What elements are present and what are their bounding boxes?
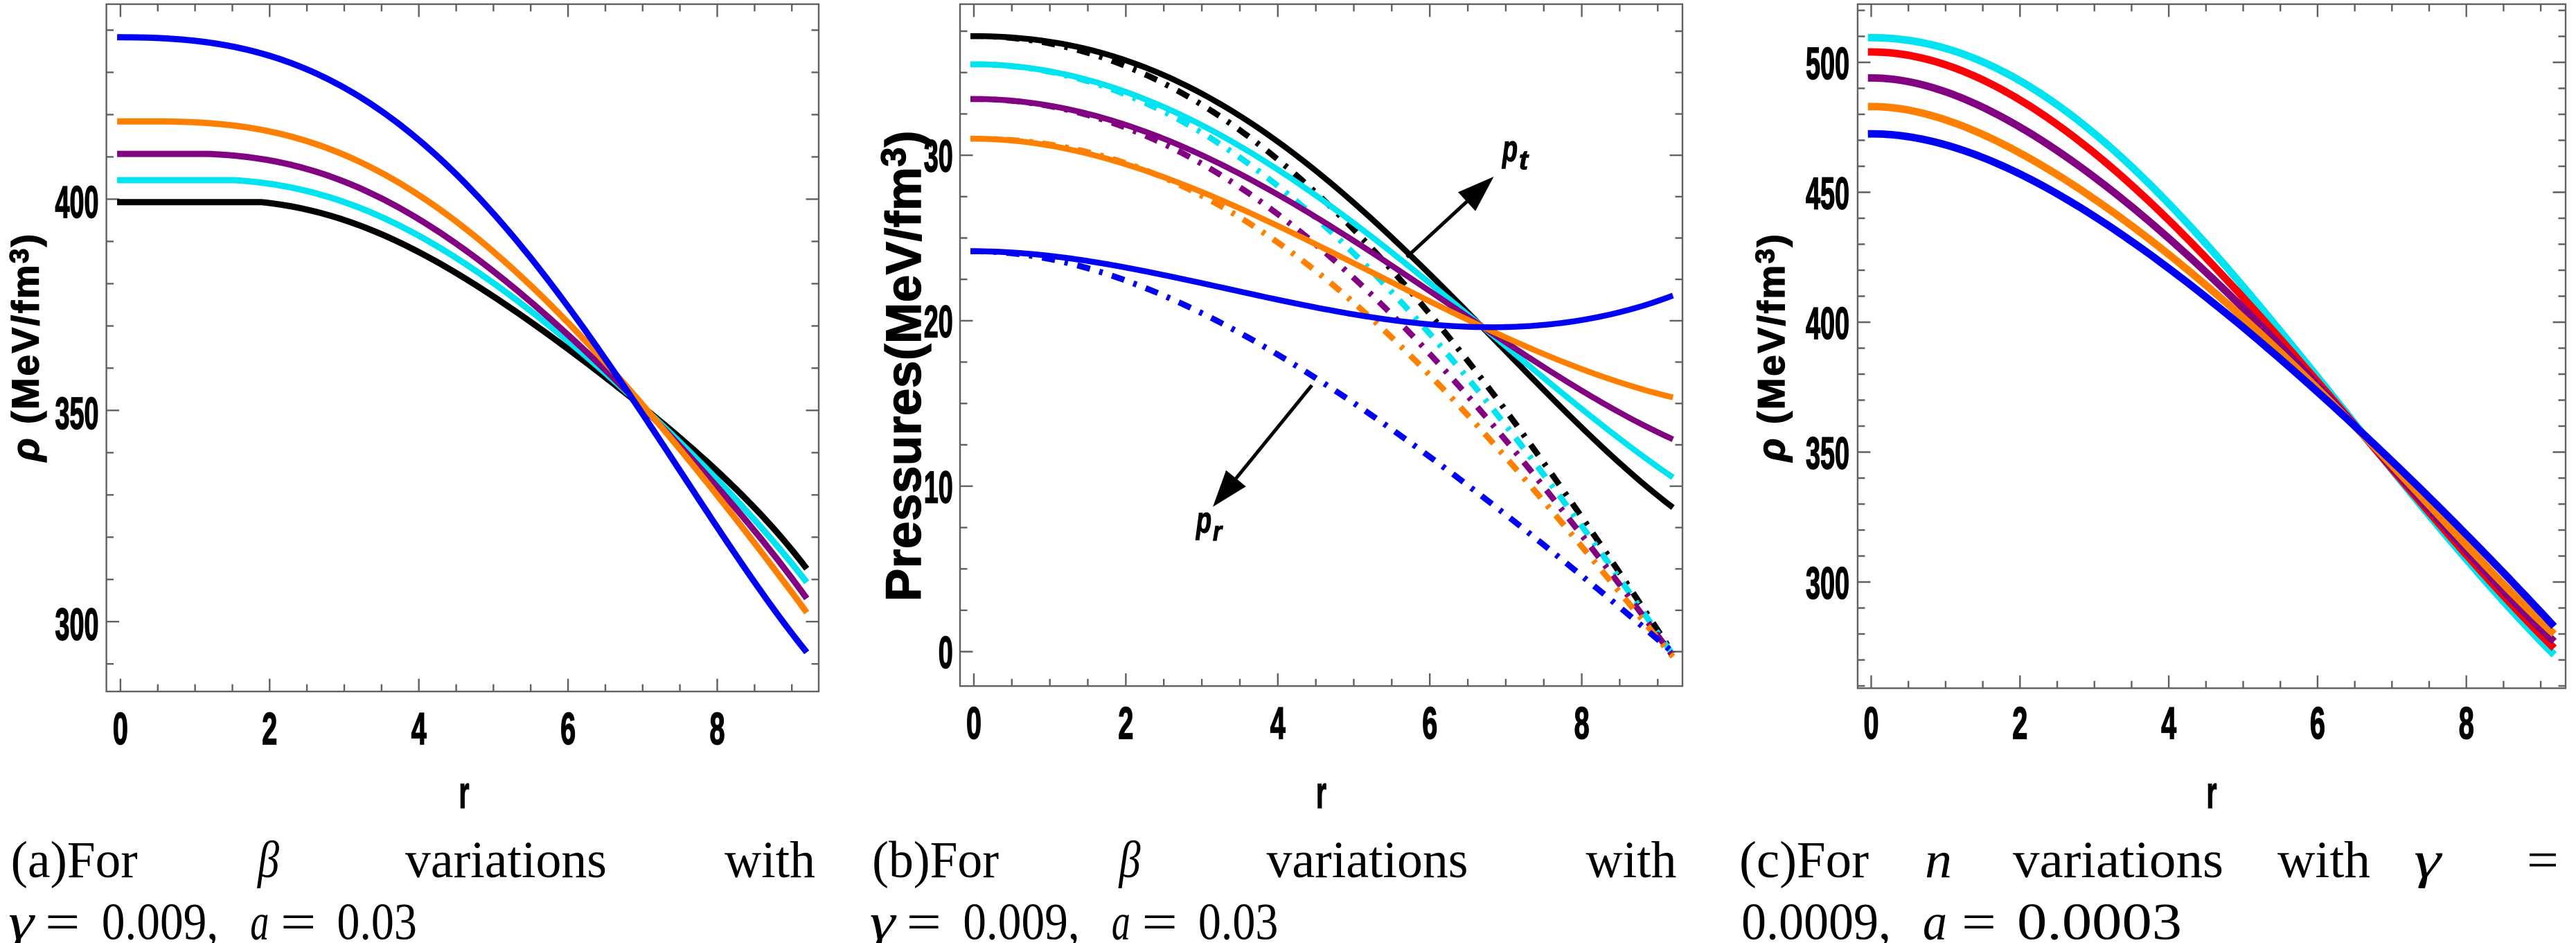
svg-text:r: r <box>2207 767 2217 818</box>
svg-text:variations: variations <box>2013 831 2223 889</box>
svg-text:6: 6 <box>560 703 576 754</box>
svg-text:2: 2 <box>1118 698 1133 748</box>
svg-text:a: a <box>1112 894 1130 943</box>
svg-text:=: = <box>45 894 80 943</box>
svg-text:0.009,: 0.009, <box>963 894 1080 943</box>
svg-text:350: 350 <box>1806 428 1849 479</box>
svg-text:300: 300 <box>55 599 99 650</box>
svg-text:20: 20 <box>924 297 953 347</box>
svg-text:6: 6 <box>1422 698 1437 748</box>
svg-text:=: = <box>281 894 317 943</box>
svg-text:30: 30 <box>924 131 953 182</box>
svg-text:0: 0 <box>966 698 981 748</box>
svg-text:=: = <box>2527 831 2559 889</box>
svg-text:p: p <box>1196 500 1211 540</box>
svg-text:(a)For: (a)For <box>11 831 138 889</box>
svg-text:0.0009,: 0.0009, <box>1741 894 1891 943</box>
svg-text:8: 8 <box>1574 698 1590 748</box>
svg-text:0: 0 <box>113 703 128 754</box>
svg-text:0.0003: 0.0003 <box>2017 894 2182 943</box>
svg-text:variations: variations <box>405 831 607 889</box>
svg-text:0: 0 <box>939 627 953 678</box>
svg-text:t: t <box>1519 146 1529 175</box>
svg-text:n: n <box>1925 831 1952 889</box>
svg-text:500: 500 <box>1806 38 1849 89</box>
svg-text:ρ (MeV/fm3): ρ (MeV/fm3) <box>4 232 47 463</box>
svg-text:0: 0 <box>1864 698 1879 748</box>
svg-text:10: 10 <box>924 461 953 512</box>
svg-text:400: 400 <box>55 177 99 227</box>
svg-text:variations: variations <box>1267 831 1468 889</box>
svg-text:Pressures(MeV/fm3): Pressures(MeV/fm3) <box>874 130 932 601</box>
svg-text:a: a <box>250 894 269 943</box>
svg-text:with: with <box>1586 831 1677 889</box>
svg-text:0.009,: 0.009, <box>102 894 219 943</box>
svg-text:450: 450 <box>1806 168 1849 219</box>
svg-text:γ: γ <box>2414 831 2443 889</box>
svg-text:r: r <box>459 767 470 818</box>
svg-text:with: with <box>2277 831 2370 889</box>
svg-text:400: 400 <box>1806 298 1849 349</box>
svg-text:300: 300 <box>1806 558 1849 608</box>
svg-text:4: 4 <box>2161 698 2176 748</box>
svg-text:2: 2 <box>2012 698 2027 748</box>
svg-text:γ: γ <box>870 894 898 943</box>
svg-text:p: p <box>1502 129 1518 169</box>
svg-text:with: with <box>725 831 815 889</box>
svg-text:2: 2 <box>262 703 277 754</box>
svg-text:a: a <box>1923 894 1947 943</box>
svg-text:=: = <box>1962 894 1996 943</box>
svg-text:6: 6 <box>2310 698 2325 748</box>
svg-text:=: = <box>1142 894 1178 943</box>
svg-text:r: r <box>1316 767 1326 818</box>
svg-text:γ: γ <box>8 894 36 943</box>
svg-text:0.03: 0.03 <box>1198 894 1279 943</box>
svg-text:4: 4 <box>1270 698 1286 748</box>
svg-text:=: = <box>907 894 941 943</box>
svg-text:r: r <box>1213 517 1223 547</box>
svg-text:β: β <box>1118 831 1141 889</box>
svg-text:4: 4 <box>411 703 427 754</box>
svg-text:8: 8 <box>2459 698 2474 748</box>
svg-text:350: 350 <box>55 388 99 439</box>
svg-text:8: 8 <box>710 703 725 754</box>
svg-text:(c)For: (c)For <box>1739 831 1869 889</box>
svg-text:ρ (MeV/fm3): ρ (MeV/fm3) <box>1750 232 1793 463</box>
svg-text:(b)For: (b)For <box>872 831 999 889</box>
svg-text:0.03: 0.03 <box>337 894 417 943</box>
svg-text:β: β <box>256 831 279 889</box>
